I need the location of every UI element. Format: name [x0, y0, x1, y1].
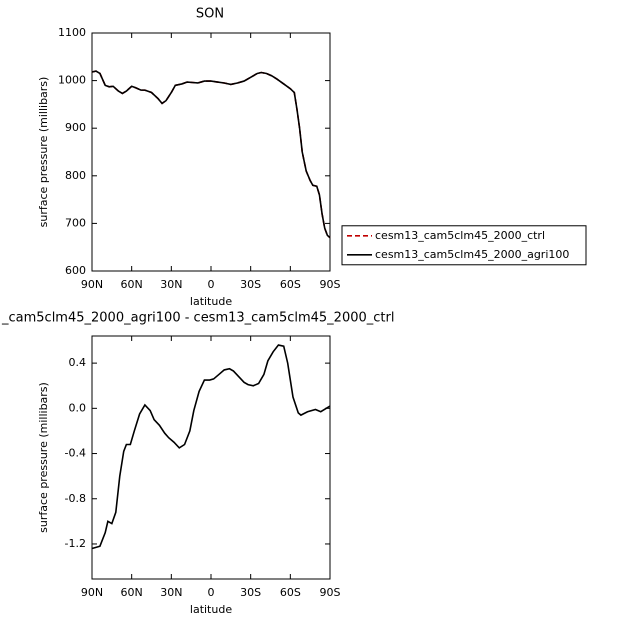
legend-label: cesm13_cam5clm45_2000_agri100: [375, 248, 569, 261]
plot-frame: [91, 32, 331, 272]
chart-title: _cam5clm45_2000_agri100 - cesm13_cam5clm…: [1, 311, 394, 326]
x-tick-label: 30N: [160, 278, 182, 291]
x-tick-label: 60S: [280, 586, 301, 599]
x-tick-label: 90S: [320, 278, 341, 291]
y-tick-label: -1.2: [65, 537, 86, 550]
x-tick-label: 0: [208, 278, 215, 291]
x-tick-label: 30S: [240, 586, 261, 599]
y-tick-label: 700: [65, 216, 86, 229]
legend-label: cesm13_cam5clm45_2000_ctrl: [375, 229, 545, 242]
x-tick-label: 90N: [81, 586, 103, 599]
x-tick-label: 60S: [280, 278, 301, 291]
legend-box: [341, 225, 587, 266]
data-line: [91, 344, 331, 550]
chart-title: SON: [196, 7, 224, 22]
x-tick-label: 30N: [160, 586, 182, 599]
x-axis-label: latitude: [190, 603, 232, 616]
data-line: [91, 70, 331, 239]
x-axis-label: latitude: [190, 295, 232, 308]
y-tick-label: 0.0: [69, 401, 87, 414]
y-tick-label: 600: [65, 264, 86, 277]
y-tick-label: -0.8: [65, 492, 86, 505]
x-tick-label: 60N: [121, 278, 143, 291]
y-tick-label: 1100: [58, 26, 86, 39]
x-tick-label: 0: [208, 586, 215, 599]
y-tick-label: 1000: [58, 74, 86, 87]
x-tick-label: 90N: [81, 278, 103, 291]
y-tick-label: 900: [65, 121, 86, 134]
x-tick-label: 90S: [320, 586, 341, 599]
x-tick-label: 60N: [121, 586, 143, 599]
y-axis-label: surface pressure (millibars): [37, 77, 50, 228]
plot-frame: [91, 335, 331, 580]
x-tick-label: 30S: [240, 278, 261, 291]
y-axis-label: surface pressure (millibars): [37, 382, 50, 533]
y-tick-label: 800: [65, 169, 86, 182]
y-tick-label: 0.4: [69, 356, 87, 369]
y-tick-label: -0.4: [65, 447, 86, 460]
